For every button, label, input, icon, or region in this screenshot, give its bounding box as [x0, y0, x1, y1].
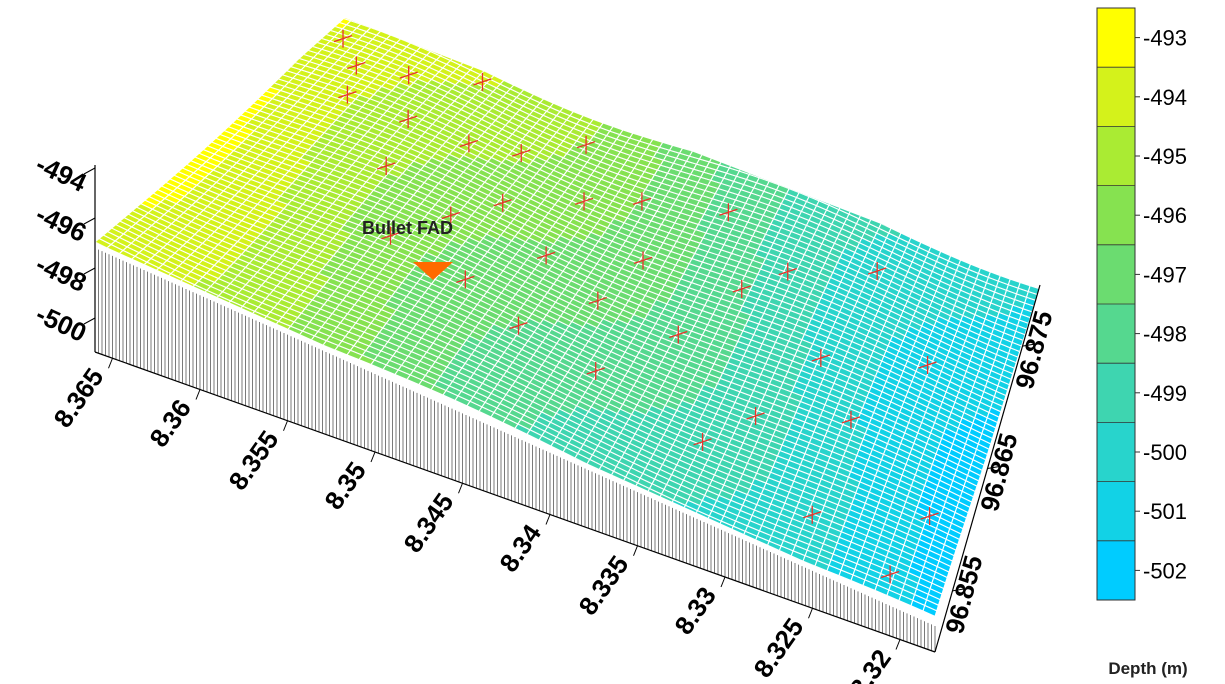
colorbar-band [1097, 540, 1135, 600]
x-tick-label: 8.33 [668, 581, 722, 640]
colorbar-band [1097, 126, 1135, 186]
colorbar-tick-label: -499 [1143, 381, 1187, 406]
bullet-fad-label: Bullet FAD [362, 218, 453, 238]
colorbar-band [1097, 185, 1135, 245]
x-tick-label: 8.36 [143, 394, 197, 453]
x-tick [545, 514, 551, 525]
x-tick-label: 8.32 [843, 644, 897, 684]
x-tick-label: 8.35 [318, 456, 372, 515]
x-tick-label: 8.34 [493, 518, 547, 577]
colorbar-tick-label: -495 [1143, 144, 1187, 169]
colorbar-band [1097, 363, 1135, 423]
colorbar-band [1097, 422, 1135, 482]
z-tick-label: -496 [31, 199, 91, 248]
colorbar-band [1097, 304, 1135, 364]
x-tick [895, 639, 901, 650]
x-tick [720, 576, 726, 588]
surface-side-wall [94, 242, 936, 653]
x-tick [370, 451, 376, 463]
x-tick-label: 8.325 [748, 612, 810, 683]
colorbar-tick-label: -500 [1143, 440, 1187, 465]
x-tick [108, 358, 113, 369]
x-tick [195, 389, 201, 400]
colorbar-tick-label: -501 [1143, 499, 1187, 524]
colorbar-band [1097, 244, 1135, 304]
z-tick-label: -498 [31, 249, 91, 298]
x-tick [283, 420, 288, 431]
colorbar: -493 -494 -495 -496 -497 -498 -499 -500 -501 -502 [1096, 7, 1187, 601]
colorbar-tick-label: -493 [1143, 26, 1187, 51]
x-tick-label: 8.365 [48, 362, 110, 433]
x-axis-line [94, 351, 936, 653]
x-tick-label: 8.345 [398, 487, 460, 558]
mesh-cell [339, 18, 356, 22]
colorbar-tick-label: -502 [1143, 558, 1187, 583]
colorbar-band [1097, 8, 1135, 68]
z-tick-label: -494 [31, 149, 91, 198]
colorbar-band [1097, 481, 1135, 541]
surface-mesh [95, 18, 1040, 618]
colorbar-tick-label: -496 [1143, 203, 1187, 228]
x-tick [633, 545, 638, 556]
colorbar-title: Depth (m) [1108, 659, 1187, 678]
z-tick-label: -500 [31, 299, 91, 348]
colorbar-tick-label: -497 [1143, 262, 1187, 287]
x-tick [458, 483, 463, 494]
colorbar-tick-label: -494 [1143, 85, 1187, 110]
x-tick [808, 608, 813, 619]
x-tick-label: 8.335 [573, 550, 635, 621]
z-axis: -494-496-498-500 [31, 149, 96, 352]
colorbar-tick-label: -498 [1143, 322, 1187, 347]
x-tick-label: 8.355 [223, 425, 285, 496]
colorbar-band [1097, 67, 1135, 127]
